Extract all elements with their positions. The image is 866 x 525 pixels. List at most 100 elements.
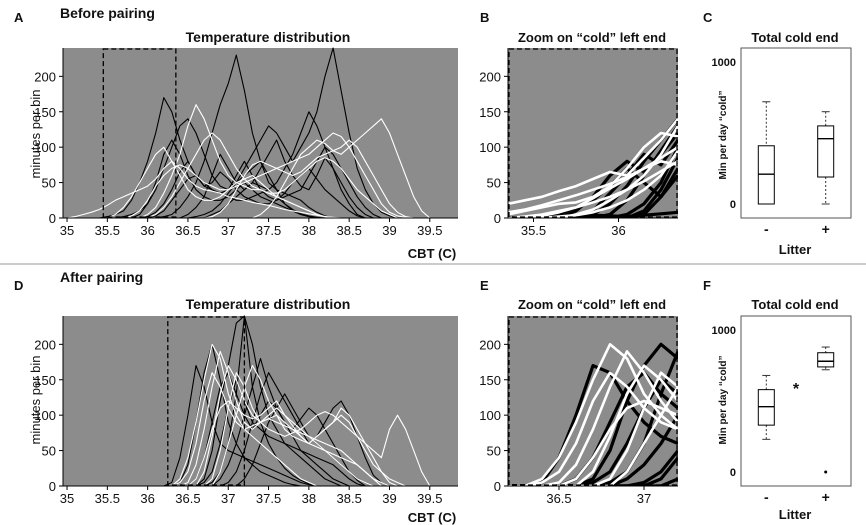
panel-d-plot-area [63,316,458,486]
panel-c-ylabel: Min per day “cold” [718,91,729,180]
panel-a-series-line [67,54,430,218]
panel-a-x-tick-label: 37.5 [256,223,281,238]
panel-b-series-line [508,125,678,218]
panel-d-series-line [67,372,431,486]
panel-d-series-line [67,379,430,486]
panel-a-series-group [66,47,431,218]
panel-a-x-tick-label: 39.5 [417,223,442,238]
panel-e-series-line [508,350,678,486]
panel-d-x-tick-label: 39 [382,491,396,506]
panel-a-series-line [67,146,430,218]
panel-e-series-line [508,456,678,486]
panel-e-y-tick-label: 0 [494,479,501,494]
panel-e-y-tick-label: 200 [479,337,501,352]
panel-d-series-line [67,365,430,486]
panel-a-series-line [67,160,430,218]
panel-c-y-tick-label: 0 [730,199,736,211]
top-heading: Before pairing [60,5,155,21]
panel-b-series-line [508,131,678,216]
panel-d-x-tick-label: 36.5 [175,491,200,506]
panel-letter-e: E [480,278,489,293]
panel-b-series-line [508,167,678,218]
panel-a-y-tick-label: 100 [34,140,56,155]
panel-a-x-tick-label: 35.5 [95,223,120,238]
panel-b-x-tick-label: 35.5 [521,223,546,238]
panel-a-x-tick-label: 38.5 [337,223,362,238]
panel-letter-a: A [14,10,24,25]
panel-e-y-tick-label: 100 [479,408,501,423]
panel-d-y-tick-label: 0 [49,479,56,494]
panel-d-x-tick-label: 35 [60,491,74,506]
panel-a-series-line [67,104,430,218]
panel-b-series-line [508,146,678,218]
panel-f-category-label: + [822,489,830,505]
panel-e-y-tick-label: 50 [487,444,501,459]
panel-letter-d: D [14,278,23,293]
panel-a-x-tick-label: 38 [302,223,316,238]
panel-d-y-tick-label: 150 [34,373,56,388]
panel-e-y-tick-label: 150 [479,373,501,388]
panel-d-x-tick-label: 38 [302,491,316,506]
panel-d-series-line [67,365,430,486]
panel-letter-c: C [703,10,713,25]
panel-a-zoom-window [102,48,177,218]
panel-e-series-line [508,386,678,486]
panel-a-series-line [67,118,431,218]
panel-e-zoom-frame [508,316,678,486]
panel-f-y-tick-label: 1000 [712,325,736,337]
panel-d-series-line [67,350,430,486]
panel-c-category-label: + [822,221,830,237]
panel-b-series-group [508,117,678,218]
panel-b-title: Zoom on “cold” left end [518,30,666,45]
panel-e-series-line [508,414,678,486]
panel-d-x-tick-label: 37.5 [256,491,281,506]
panel-b-zoom-frame [508,48,678,218]
panel-f-box [757,389,775,426]
panel-d-series-line [67,357,430,486]
panel-a-x-tick-label: 35 [60,223,74,238]
panel-f-plot-area [740,315,852,487]
panel-e-series-line [508,364,678,486]
panel-a-y-tick-label: 50 [42,176,56,191]
panel-d-x-tick-label: 38.5 [337,491,362,506]
panel-a-y-tick-label: 200 [34,69,56,84]
panel-a-x-tick-label: 36 [140,223,154,238]
panel-a-ylabel: minutes per bin [28,90,43,179]
panel-f-significance-marker: * [793,381,800,398]
panel-e-series-line [508,371,678,486]
panel-d-series-line [67,372,430,486]
panel-b-series-line [508,157,678,218]
panel-a-title: Temperature distribution [186,29,351,45]
panel-d-y-tick-label: 200 [34,337,56,352]
panel-f-xlabel: Litter [779,507,812,522]
panel-b-y-tick-label: 100 [479,140,501,155]
panel-d-x-tick-label: 35.5 [95,491,120,506]
panel-c-category-label: - [764,221,769,237]
panel-a-y-tick-label: 150 [34,105,56,120]
panel-c-box [817,125,835,178]
panel-letter-f: F [703,278,711,293]
panel-e-series-line [508,399,678,486]
panel-d-series-line [67,343,430,486]
panel-d-series-line [67,315,430,486]
panel-b-series-line [508,166,678,218]
panel-d-series-line [67,372,430,486]
panel-a-xlabel: CBT (C) [408,246,456,261]
panel-d-series-line [67,343,430,486]
panel-a-series-line [66,160,430,218]
panel-b-y-tick-label: 0 [494,211,501,226]
panel-a-series-line [67,139,430,218]
panel-b-series-line [508,149,678,218]
panel-e-series-line [508,371,678,486]
panel-b-x-tick-label: 36 [611,223,625,238]
panel-f-y-tick-label: 0 [730,467,736,479]
panel-d-x-tick-label: 37 [221,491,235,506]
panel-a-series-line [67,47,430,218]
panel-d-x-tick-label: 39.5 [417,491,442,506]
panel-b-series-line [508,117,678,206]
panel-a-y-tick-label: 0 [49,211,56,226]
panel-d-ylabel: minutes per bin [28,356,43,445]
panel-c-box [757,145,775,205]
panel-c-y-tick-label: 1000 [712,57,736,69]
panel-f-ylabel: Min per day “cold” [718,356,729,445]
